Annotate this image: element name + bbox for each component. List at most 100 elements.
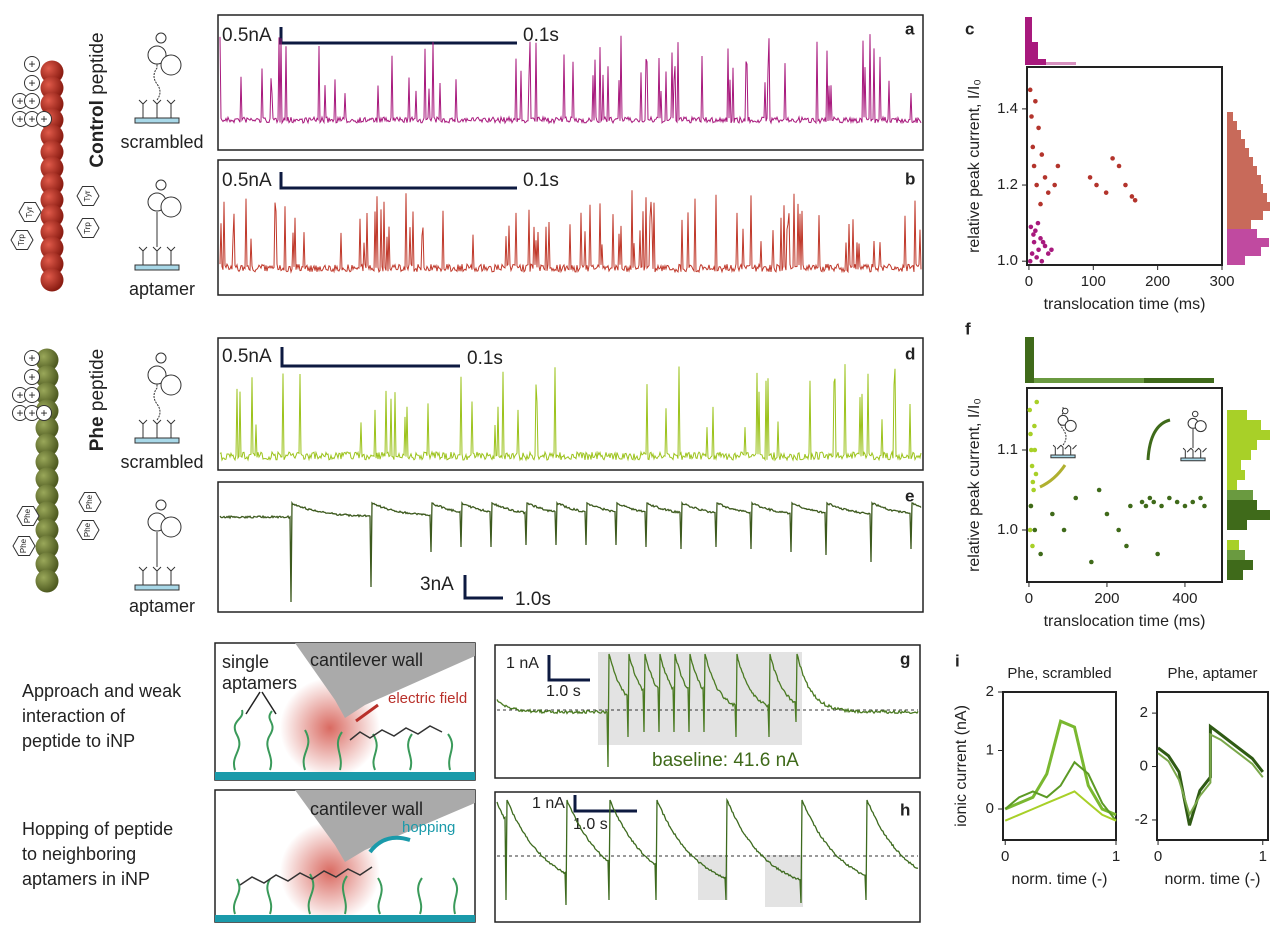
schematic: cantilever wall (310, 650, 423, 670)
loop (156, 500, 166, 510)
linker (139, 420, 147, 438)
y-tick-label: 0 (986, 800, 994, 817)
histogram-bar (1227, 220, 1251, 229)
caption: Approach and weak (22, 681, 182, 701)
data-point (1033, 99, 1038, 104)
histogram-bar (1046, 62, 1076, 65)
data-point (1116, 528, 1121, 533)
charge-label: + (28, 57, 35, 71)
scale-bar (282, 347, 460, 366)
data-point (1133, 198, 1138, 203)
histogram-bar (1025, 17, 1032, 65)
trace-frames (218, 338, 923, 470)
y-tick-label: 1 (986, 741, 994, 758)
histogram-bar (1227, 112, 1233, 121)
histogram-bar (1227, 440, 1257, 450)
arrow (1040, 465, 1065, 487)
histogram-bar (1227, 410, 1247, 420)
x-tick-label: 0 (1154, 848, 1162, 865)
linker (153, 567, 161, 585)
histogram-bar (1227, 247, 1261, 256)
data-point (1029, 504, 1034, 509)
data-point (1046, 190, 1051, 195)
data-point (1050, 512, 1055, 517)
histogram-bar (1227, 550, 1245, 560)
data-point (1148, 496, 1153, 501)
residue-label: Phe (19, 538, 28, 553)
data-point (1038, 236, 1043, 241)
linker (1183, 448, 1191, 458)
linker (167, 247, 175, 265)
histogram-bar (1227, 256, 1245, 265)
data-point (1034, 400, 1039, 405)
trace-frames (218, 482, 923, 612)
y-axis-label: relative peak current, I/I₀ (966, 79, 983, 253)
data-point (1140, 500, 1145, 505)
x-tick-label: 1 (1112, 848, 1120, 865)
histogram-bar (1227, 460, 1241, 470)
schematic: aptamers (222, 673, 297, 693)
x-tick-label: 0 (1025, 590, 1033, 607)
substrate (1181, 458, 1205, 461)
caption: peptide to iNP (22, 731, 135, 751)
data-point (1038, 202, 1043, 207)
scale-label: 0.5nA (222, 346, 272, 367)
scale-label: 3nA (420, 574, 454, 595)
loop (156, 180, 166, 190)
data-point (1104, 190, 1109, 195)
scale-label: 1.0 s (546, 683, 581, 700)
histogram-bar (1227, 470, 1245, 480)
scale-bar (281, 27, 517, 43)
data-point (1151, 500, 1156, 505)
loop (156, 353, 166, 363)
data-point (1046, 251, 1051, 256)
peptide-label: Phe peptide (87, 349, 108, 451)
data-point (1088, 175, 1093, 180)
linker (1061, 445, 1069, 455)
residue (41, 269, 64, 292)
loop (1065, 420, 1076, 431)
caption: aptamers in iNP (22, 869, 150, 889)
data-point (1030, 544, 1035, 549)
schematic: electric field (388, 690, 467, 707)
data-point (1105, 512, 1110, 517)
data-point (1202, 504, 1207, 509)
linker (1191, 448, 1199, 458)
data-point (1033, 448, 1038, 453)
linker (139, 247, 147, 265)
y-tick-label: 2 (986, 683, 994, 700)
charge-label: + (16, 406, 23, 420)
current-trace (220, 190, 921, 272)
histogram-bar (1227, 130, 1241, 139)
linker (139, 100, 147, 118)
residue-label: Phe (23, 508, 32, 523)
caption: to neighboring (22, 844, 136, 864)
charge-label: + (28, 406, 35, 420)
data-point (1167, 496, 1172, 501)
x-tick-label: 1 (1259, 848, 1267, 865)
charge-label: + (28, 76, 35, 90)
data-point (1062, 528, 1067, 533)
data-point (1036, 126, 1041, 131)
scale-label: 0.5nA (222, 170, 272, 191)
loop (161, 517, 181, 537)
data-point (1038, 552, 1043, 557)
charge-label: + (28, 370, 35, 384)
charge-label: + (16, 112, 23, 126)
probe-label: scrambled (120, 132, 203, 152)
strand (154, 382, 160, 420)
histogram-bar (1227, 157, 1253, 166)
scale-label: 0.1s (523, 25, 559, 46)
linker (1069, 445, 1077, 455)
linker (1199, 448, 1207, 458)
histogram-bar (1227, 166, 1257, 175)
x-axis-label: translocation time (ms) (1044, 296, 1206, 313)
loop (161, 375, 181, 395)
probe-label: aptamer (129, 596, 195, 616)
page: {"peptides":[ {"name":"Control","rest":"… (0, 0, 1271, 925)
caption: interaction of (22, 706, 126, 726)
histogram-bar (1227, 480, 1237, 490)
data-point (1155, 552, 1160, 557)
scale-bar (281, 172, 517, 188)
loop (161, 197, 181, 217)
